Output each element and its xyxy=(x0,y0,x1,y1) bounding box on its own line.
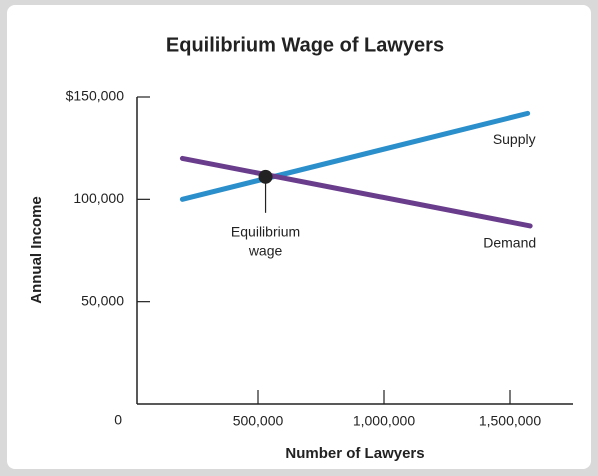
y-tick-label: 0 xyxy=(114,412,122,428)
chart-title: Equilibrium Wage of Lawyers xyxy=(166,34,444,56)
y-tick-label: 50,000 xyxy=(81,292,124,308)
x-axis-title: Number of Lawyers xyxy=(285,445,424,462)
equilibrium-point xyxy=(258,169,273,184)
series-label: Supply xyxy=(493,131,536,147)
y-axis-title: Annual Income xyxy=(28,196,45,304)
series-label: Demand xyxy=(483,235,536,251)
series-line xyxy=(179,155,533,229)
annotation-text: wage xyxy=(248,243,283,259)
series-line xyxy=(179,110,531,202)
panel xyxy=(7,5,591,469)
y-tick-label: 100,000 xyxy=(73,190,124,206)
x-tick-label: 1,000,000 xyxy=(353,413,415,429)
y-tick-label: $150,000 xyxy=(66,88,125,104)
annotation-text: Equilibrium xyxy=(231,224,300,240)
x-tick-label: 1,500,000 xyxy=(479,413,541,429)
x-tick-label: 500,000 xyxy=(233,413,284,429)
